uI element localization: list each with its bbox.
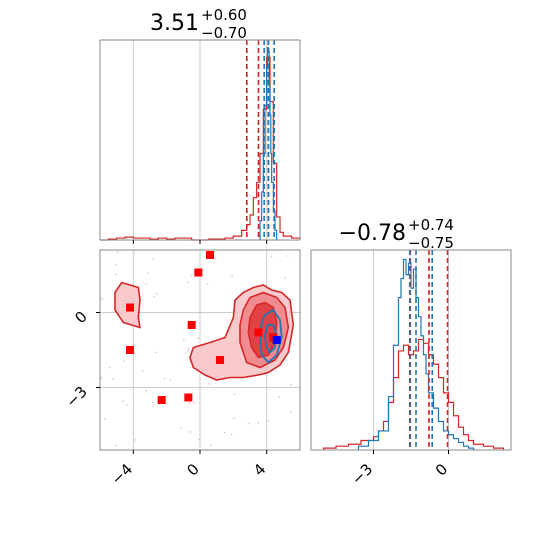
background-point <box>169 379 172 381</box>
background-point <box>190 274 193 277</box>
blue-marker <box>272 336 281 344</box>
background-point <box>163 377 166 380</box>
background-point <box>247 422 250 425</box>
background-point <box>126 404 129 407</box>
y-tick-label: −3 <box>62 383 90 411</box>
hist-red-series <box>322 338 505 450</box>
red-marker <box>194 268 203 277</box>
marginal-y-panel: −3 0 −0.78 +0.74−0.75 <box>310 216 512 488</box>
background-point <box>116 250 119 253</box>
background-point <box>286 255 289 257</box>
background-point <box>187 347 190 350</box>
red-marker <box>187 321 196 329</box>
background-point <box>231 275 233 277</box>
background-point <box>155 292 158 295</box>
title-minus: −0.75 <box>408 234 454 252</box>
background-point <box>179 427 182 430</box>
x-tick-label: 0 <box>183 460 202 479</box>
background-point <box>267 419 270 422</box>
title-value: 3.51 <box>150 11 199 36</box>
background-point <box>114 273 117 276</box>
title-minus: −0.70 <box>201 24 247 42</box>
red-marker <box>157 396 166 404</box>
red-marker <box>126 303 134 312</box>
background-point <box>132 441 135 444</box>
hist-blue-series <box>357 258 475 450</box>
background-point <box>108 366 111 369</box>
background-point <box>186 281 189 284</box>
background-point <box>152 257 155 260</box>
red-marker <box>126 346 134 354</box>
background-point <box>115 263 117 266</box>
x-tick-label: 4 <box>250 460 269 479</box>
background-point <box>197 438 200 441</box>
background-point <box>100 377 103 379</box>
background-point <box>208 383 211 385</box>
background-point <box>145 282 147 285</box>
background-point <box>193 401 196 404</box>
x-tick-label: −4 <box>108 460 136 488</box>
background-point <box>151 401 154 404</box>
background-point <box>103 418 106 421</box>
background-point <box>230 433 233 436</box>
title-value: −0.78 <box>339 221 406 246</box>
blue-contour <box>264 324 278 354</box>
background-point <box>153 295 155 298</box>
title-plus: +0.74 <box>408 216 454 234</box>
joint-panel: −4 0 4 0 −3 <box>62 249 301 488</box>
background-point <box>155 351 157 354</box>
red-marker <box>184 393 193 402</box>
background-point <box>284 277 287 279</box>
background-point <box>111 377 114 380</box>
background-point <box>186 349 189 352</box>
red-marker <box>254 328 263 337</box>
background-point <box>182 339 185 341</box>
background-point <box>142 370 144 373</box>
background-point <box>233 392 236 395</box>
background-point <box>188 402 191 405</box>
background-point <box>133 251 135 254</box>
background-point <box>123 360 126 363</box>
x-tick-label: 0 <box>432 460 451 479</box>
red-marker <box>206 251 214 259</box>
background-point <box>206 282 209 285</box>
marginal-y-title: −0.78 +0.74−0.75 <box>339 216 454 252</box>
background-point <box>198 402 201 404</box>
marginal-x-panel: 3.51 +0.60−0.70 <box>99 6 301 244</box>
background-point <box>278 396 281 399</box>
background-point <box>145 389 147 392</box>
title-plus: +0.60 <box>201 6 247 24</box>
background-point <box>122 400 124 403</box>
background-point <box>146 272 149 275</box>
background-point <box>210 444 212 447</box>
background-point <box>257 421 260 424</box>
background-point <box>233 417 236 420</box>
y-tick-label: 0 <box>71 308 90 327</box>
background-point <box>115 444 118 447</box>
background-point <box>270 255 273 258</box>
background-point <box>100 297 103 300</box>
marginal-x-title: 3.51 +0.60−0.70 <box>150 6 247 42</box>
background-point <box>290 384 292 386</box>
background-point <box>189 431 191 433</box>
background-point <box>223 431 226 434</box>
background-point <box>290 411 293 414</box>
marginal-y-frame <box>310 249 512 451</box>
background-point <box>134 439 137 441</box>
background-point <box>197 336 199 339</box>
x-tick-label: −3 <box>348 460 376 488</box>
red-marker <box>216 356 224 364</box>
